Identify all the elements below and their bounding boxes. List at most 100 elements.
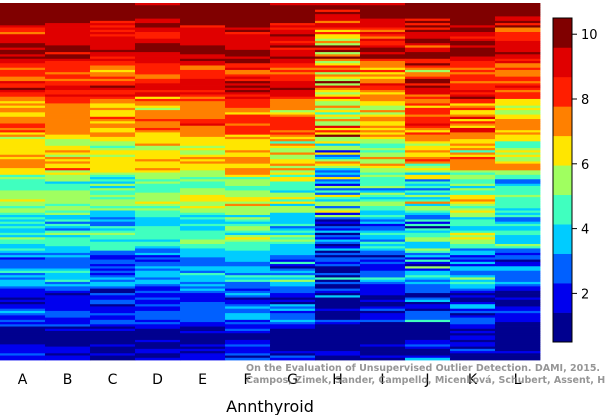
heatmap-cell [360, 259, 406, 263]
heatmap-cell [405, 315, 451, 319]
heatmap-cell [495, 52, 541, 55]
heatmap-cell [45, 14, 91, 17]
heatmap-cell [225, 324, 271, 327]
heatmap-cell [0, 63, 46, 66]
heatmap-cell [450, 348, 496, 352]
heatmap-cell [180, 172, 226, 176]
heatmap-cell [180, 297, 226, 301]
heatmap-cell [45, 174, 91, 178]
heatmap-cell [180, 156, 226, 160]
heatmap-cell [90, 259, 136, 263]
heatmap-cell [450, 241, 496, 245]
heatmap-cell [135, 56, 181, 60]
heatmap-cell [405, 266, 451, 269]
heatmap-cell [90, 110, 136, 113]
heatmap-cell [135, 23, 181, 26]
heatmap-cell [495, 16, 541, 20]
heatmap-cell [495, 107, 541, 111]
heatmap-cell [315, 243, 361, 247]
heatmap-cell [270, 304, 316, 307]
heatmap-cell [405, 145, 451, 149]
heatmap-cell [90, 272, 136, 276]
heatmap-cell [315, 163, 361, 167]
heatmap-cell [315, 45, 361, 49]
heatmap-cell [360, 134, 406, 138]
heatmap-cell [45, 230, 91, 234]
heatmap-cell [360, 322, 406, 325]
heatmap-cell [270, 337, 316, 341]
heatmap-cell [315, 310, 361, 314]
heatmap-cell [405, 239, 451, 243]
heatmap-cell [45, 90, 91, 93]
heatmap-cell [405, 40, 451, 44]
heatmap-cell [135, 250, 181, 254]
heatmap-cell [0, 290, 46, 294]
heatmap-cell [315, 63, 361, 66]
heatmap-cell [270, 105, 316, 109]
heatmap-cell [0, 357, 46, 361]
heatmap-cell [270, 72, 316, 75]
heatmap-cell [450, 11, 496, 15]
heatmap-cell [135, 32, 181, 35]
heatmap-cell [270, 163, 316, 167]
heatmap-cell [90, 63, 136, 66]
heatmap-cell [360, 252, 406, 256]
heatmap-cell [225, 132, 271, 136]
heatmap-cell [225, 322, 271, 325]
heatmap-cell [360, 143, 406, 147]
heatmap-cell [45, 226, 91, 229]
heatmap-cell [135, 257, 181, 260]
heatmap-cell [225, 16, 271, 20]
heatmap-cell [180, 279, 226, 283]
heatmap-cell [450, 134, 496, 138]
heatmap-cell [90, 11, 136, 15]
heatmap-cell [90, 61, 136, 64]
heatmap-cell [450, 165, 496, 169]
heatmap-cell [360, 190, 406, 194]
heatmap-cell [0, 223, 46, 227]
heatmap-cell [315, 54, 361, 57]
heatmap-cell [495, 11, 541, 15]
heatmap-cell [45, 161, 91, 165]
heatmap-cell [180, 139, 226, 142]
heatmap-cell [315, 299, 361, 303]
heatmap-cell [135, 288, 181, 292]
heatmap-cell [270, 183, 316, 187]
heatmap-cell [180, 206, 226, 209]
heatmap-cell [315, 125, 361, 129]
heatmap-cell [45, 63, 91, 66]
heatmap-cell [45, 123, 91, 127]
heatmap-cell [270, 110, 316, 113]
heatmap-cell [495, 337, 541, 341]
heatmap-cell [405, 212, 451, 216]
heatmap-cell [180, 250, 226, 254]
heatmap-cell [45, 7, 91, 11]
heatmap-cell [405, 344, 451, 348]
heatmap-cell [0, 317, 46, 321]
heatmap-cell [360, 351, 406, 354]
heatmap-cell [0, 272, 46, 276]
heatmap-cell [90, 20, 136, 24]
heatmap-cell [0, 156, 46, 160]
heatmap-cell [495, 63, 541, 66]
heatmap-cell [270, 18, 316, 22]
heatmap-cell [0, 103, 46, 107]
heatmap-cell [270, 94, 316, 98]
heatmap-cell [0, 268, 46, 272]
heatmap-cell [270, 45, 316, 49]
heatmap-cell [180, 259, 226, 263]
heatmap-cell [180, 306, 226, 310]
heatmap-cell [45, 74, 91, 78]
heatmap-cell [45, 255, 91, 258]
heatmap-cell [180, 125, 226, 129]
heatmap-cell [450, 159, 496, 162]
heatmap-cell [360, 339, 406, 343]
heatmap-cell [360, 235, 406, 238]
heatmap-cell [180, 63, 226, 66]
heatmap-cell [270, 293, 316, 296]
heatmap-cell [405, 194, 451, 198]
heatmap-cell [180, 219, 226, 223]
heatmap-cell [360, 5, 406, 8]
heatmap-cell [135, 156, 181, 160]
heatmap-cell [135, 27, 181, 31]
